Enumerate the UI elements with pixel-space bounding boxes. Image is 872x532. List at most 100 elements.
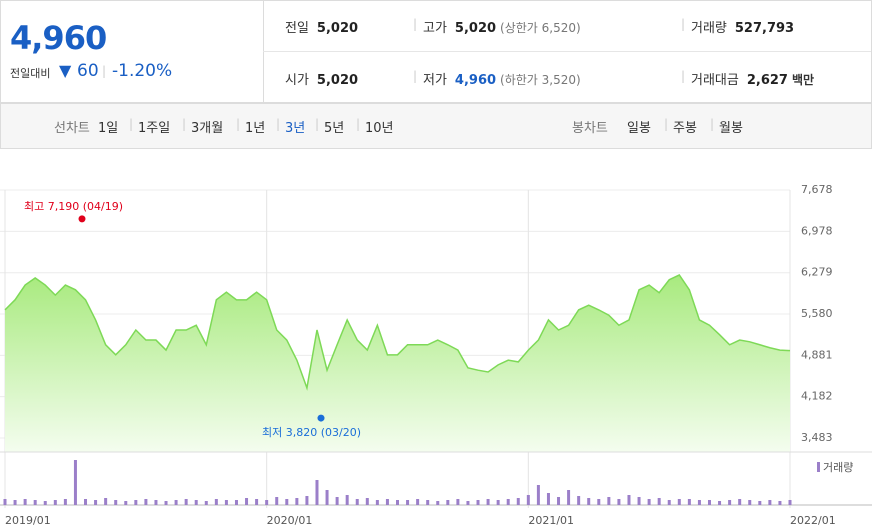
separator: | <box>664 117 669 131</box>
volume-bar <box>647 499 651 505</box>
volume-bar <box>53 500 57 505</box>
quote-box: 4,960 전일대비 ▼ 60 | -1.20% 전일 5,020 | 고가 5,020… <box>0 0 872 103</box>
y-tick-label: 7,678 <box>801 183 833 196</box>
volume-bar <box>446 500 450 505</box>
divider <box>263 51 871 52</box>
volume-bar <box>687 499 691 505</box>
stat-label: 거래량 <box>691 21 727 36</box>
price: 4,960 <box>10 19 107 57</box>
volume-bar <box>224 500 228 505</box>
volume-bar <box>234 500 238 505</box>
candle-tab[interactable]: 주봉 <box>673 121 697 136</box>
volume-bar <box>43 501 47 505</box>
down-arrow: ▼ <box>59 61 72 80</box>
volume-bar <box>275 497 279 505</box>
stat-label: 거래대금 <box>691 73 739 88</box>
volume-bar <box>707 500 711 505</box>
y-tick-label: 4,182 <box>801 390 833 403</box>
volume-bar <box>114 500 118 505</box>
volume-bar <box>597 499 601 505</box>
stat: 전일 5,020 <box>285 17 358 36</box>
stat-sub: (하한가 3,520) <box>500 73 581 87</box>
period-tab[interactable]: 1일 <box>98 121 119 136</box>
volume-bar <box>154 500 158 505</box>
volume-bar <box>728 500 732 505</box>
volume-bar <box>436 501 440 505</box>
volume-bar <box>13 500 17 505</box>
stat: 저가 4,960 (하한가 3,520) <box>423 69 581 88</box>
period-tab[interactable]: 10년 <box>365 121 394 136</box>
period-tab[interactable]: 5년 <box>324 121 345 136</box>
stat-value: 5,020 <box>316 21 359 36</box>
candle-tab[interactable]: 일봉 <box>627 121 651 136</box>
volume-bar <box>396 500 399 505</box>
volume-bar <box>245 498 249 505</box>
volume-bar <box>345 495 349 505</box>
period-tab[interactable]: 3개월 <box>191 121 224 136</box>
stat-value: 5,020 <box>454 21 497 36</box>
tab-group-label: 봉차트 <box>572 121 608 136</box>
volume-bar <box>617 499 621 505</box>
volume-bar <box>305 496 309 505</box>
stat-value: 527,793 <box>734 21 795 36</box>
volume-bar <box>33 500 37 505</box>
volume-bar <box>697 500 701 505</box>
separator: | <box>356 117 361 131</box>
volume-bar <box>456 499 460 505</box>
volume-bar <box>758 501 762 505</box>
y-tick-label: 3,483 <box>801 431 833 444</box>
period-tab[interactable]: 1년 <box>245 121 266 136</box>
volume-bar <box>104 498 108 505</box>
volume-bar <box>84 499 88 505</box>
volume-bar <box>63 499 67 505</box>
volume-bar <box>174 500 178 505</box>
volume-bar <box>637 497 641 505</box>
separator: | <box>129 117 134 131</box>
volume-bar <box>567 490 571 505</box>
separator: | <box>182 117 187 131</box>
separator: | <box>681 17 686 31</box>
volume-bar <box>416 499 420 505</box>
separator: | <box>276 117 281 131</box>
stat: 고가 5,020 (상한가 6,520) <box>423 17 581 36</box>
y-tick-label: 5,580 <box>801 307 833 320</box>
volume-bar <box>788 500 792 505</box>
separator: | <box>315 117 320 131</box>
volume-bar <box>194 500 198 505</box>
volume-bar <box>134 500 138 505</box>
separator: | <box>681 69 686 83</box>
stat: 거래량 527,793 <box>691 17 794 36</box>
period-tab[interactable]: 1주일 <box>138 121 171 136</box>
stat-value: 5,020 <box>316 73 359 88</box>
annotation: 최고 7,190 (04/19) <box>24 200 123 213</box>
volume-bar <box>385 499 389 505</box>
volume-bar <box>285 499 289 505</box>
candle-tab[interactable]: 월봉 <box>719 121 743 136</box>
volume-bar <box>577 496 581 505</box>
x-tick-label: 2022/01 <box>790 514 836 527</box>
stat-value: 4,960 <box>454 73 497 88</box>
volume-bar <box>536 485 540 505</box>
volume-bar <box>315 480 319 505</box>
volume-bar <box>546 493 550 505</box>
change-rate: -1.20% <box>112 61 173 81</box>
change-label: 전일대비 <box>10 67 51 80</box>
volume-bar <box>476 500 480 505</box>
stat-sub: (상한가 6,520) <box>500 21 581 35</box>
period-tab[interactable]: 3년 <box>285 121 306 136</box>
extreme-dot <box>317 414 325 422</box>
volume-bar <box>3 499 7 505</box>
stat-label: 전일 <box>285 21 309 36</box>
volume-bar <box>144 499 148 505</box>
price-line <box>4 274 791 391</box>
y-tick-label: 6,978 <box>801 224 833 237</box>
volume-bar <box>657 498 661 505</box>
volume-bar <box>627 495 631 505</box>
volume-bar <box>94 500 98 505</box>
volume-bar <box>778 501 782 505</box>
volume-bar <box>506 499 510 505</box>
separator: | <box>710 117 715 131</box>
area-fill <box>5 275 790 452</box>
